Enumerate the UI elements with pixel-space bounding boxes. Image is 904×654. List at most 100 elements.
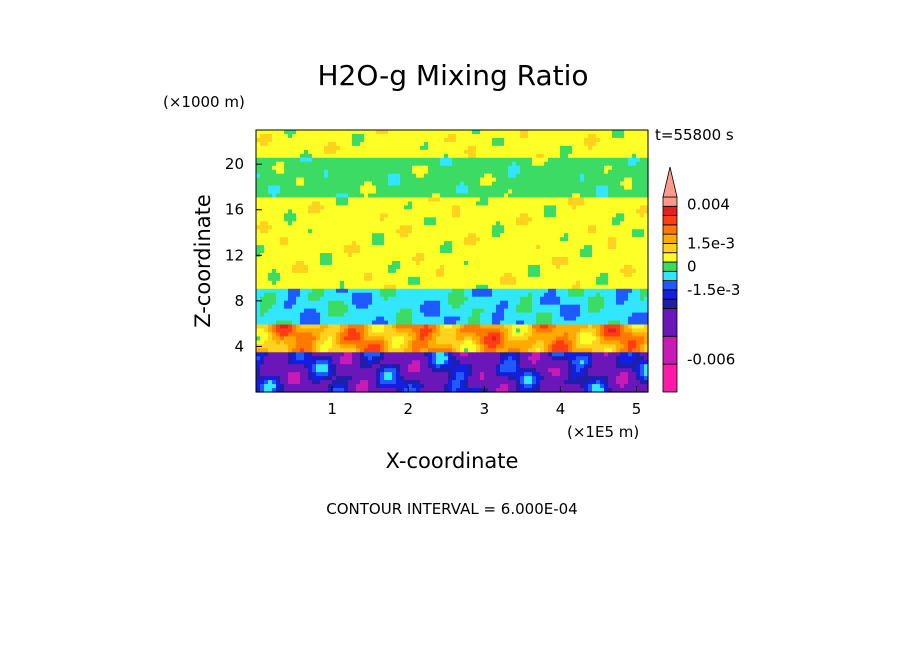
contour-cell	[444, 205, 449, 210]
contour-cell	[556, 197, 561, 203]
contour-cell	[548, 280, 553, 286]
contour-cell	[416, 272, 421, 278]
contour-cell	[476, 233, 481, 238]
contour-cell	[400, 320, 405, 326]
contour-cell	[264, 288, 269, 294]
contour-cell	[292, 209, 297, 214]
contour-cell	[480, 145, 485, 151]
contour-cell	[264, 233, 269, 238]
contour-cell	[412, 149, 417, 155]
contour-cell	[552, 300, 557, 306]
contour-cell	[420, 257, 425, 262]
contour-cell	[392, 137, 397, 143]
contour-cell	[600, 197, 605, 203]
contour-cell	[632, 237, 637, 242]
contour-cell	[276, 189, 281, 195]
contour-cell	[476, 229, 481, 234]
contour-cell	[452, 288, 457, 294]
contour-cell	[476, 165, 481, 171]
contour-cell	[368, 276, 373, 282]
contour-cell	[588, 288, 593, 294]
contour-cell	[540, 276, 545, 282]
contour-cell	[596, 173, 601, 179]
contour-cell	[640, 157, 645, 163]
contour-cell	[480, 304, 485, 310]
contour-cell	[492, 161, 497, 167]
contour-cell	[608, 193, 613, 199]
contour-cell	[600, 173, 605, 179]
contour-cell	[548, 181, 553, 187]
contour-cell	[356, 213, 361, 218]
contour-cell	[336, 253, 341, 258]
contour-cell	[368, 253, 373, 258]
contour-cell	[428, 157, 433, 163]
contour-cell	[336, 130, 341, 135]
contour-cell	[376, 173, 381, 179]
contour-cell	[424, 241, 429, 246]
contour-cell	[588, 137, 593, 143]
contour-cell	[600, 233, 605, 238]
contour-cell	[264, 300, 269, 306]
contour-cell	[596, 213, 601, 218]
contour-cell	[352, 308, 357, 314]
contour-cell	[552, 177, 557, 183]
contour-cell	[432, 264, 437, 270]
contour-cell	[516, 249, 521, 254]
contour-cell	[508, 304, 513, 310]
contour-cell	[592, 229, 597, 234]
contour-cell	[584, 149, 589, 155]
contour-cell	[576, 229, 581, 234]
contour-cell	[568, 292, 573, 298]
contour-cell	[284, 272, 289, 278]
contour-cell	[332, 209, 337, 214]
contour-cell	[368, 133, 373, 139]
contour-cell	[300, 217, 305, 222]
contour-cell	[608, 165, 613, 171]
contour-cell	[512, 300, 517, 306]
contour-cell	[640, 197, 645, 203]
contour-cell	[344, 288, 349, 294]
contour-cell	[292, 177, 297, 183]
contour-cell	[632, 296, 637, 302]
contour-cell	[480, 328, 485, 334]
contour-cell	[484, 320, 489, 326]
contour-cell	[424, 213, 429, 218]
contour-cell	[280, 161, 285, 167]
contour-cell	[384, 253, 389, 258]
contour-cell	[476, 149, 481, 155]
contour-cell	[328, 221, 333, 226]
contour-cell	[580, 217, 585, 222]
contour-cell	[604, 161, 609, 167]
contour-cell	[480, 201, 485, 207]
contour-cell	[612, 157, 617, 163]
contour-cell	[620, 328, 625, 334]
contour-cell	[440, 141, 445, 147]
contour-cell	[580, 300, 585, 306]
contour-cell	[396, 249, 401, 254]
contour-cell	[508, 249, 513, 254]
contour-cell	[468, 217, 473, 222]
contour-cell	[280, 169, 285, 175]
contour-cell	[432, 292, 437, 298]
contour-cell	[496, 284, 501, 290]
contour-cell	[260, 209, 265, 214]
contour-cell	[588, 225, 593, 230]
contour-cell	[412, 245, 417, 250]
contour-cell	[256, 324, 261, 330]
contour-cell	[592, 304, 597, 310]
contour-cell	[616, 233, 621, 238]
contour-cell	[612, 181, 617, 187]
contour-cell	[536, 320, 541, 326]
contour-cell	[268, 193, 273, 199]
contour-cell	[304, 189, 309, 195]
contour-cell	[396, 229, 401, 234]
contour-cell	[296, 173, 301, 179]
contour-cell	[612, 233, 617, 238]
contour-cell	[628, 153, 633, 159]
contour-cell	[452, 249, 457, 254]
contour-cell	[600, 177, 605, 183]
contour-cell	[436, 276, 441, 282]
contour-cell	[496, 177, 501, 183]
contour-cell	[636, 149, 641, 155]
contour-cell	[264, 217, 269, 222]
